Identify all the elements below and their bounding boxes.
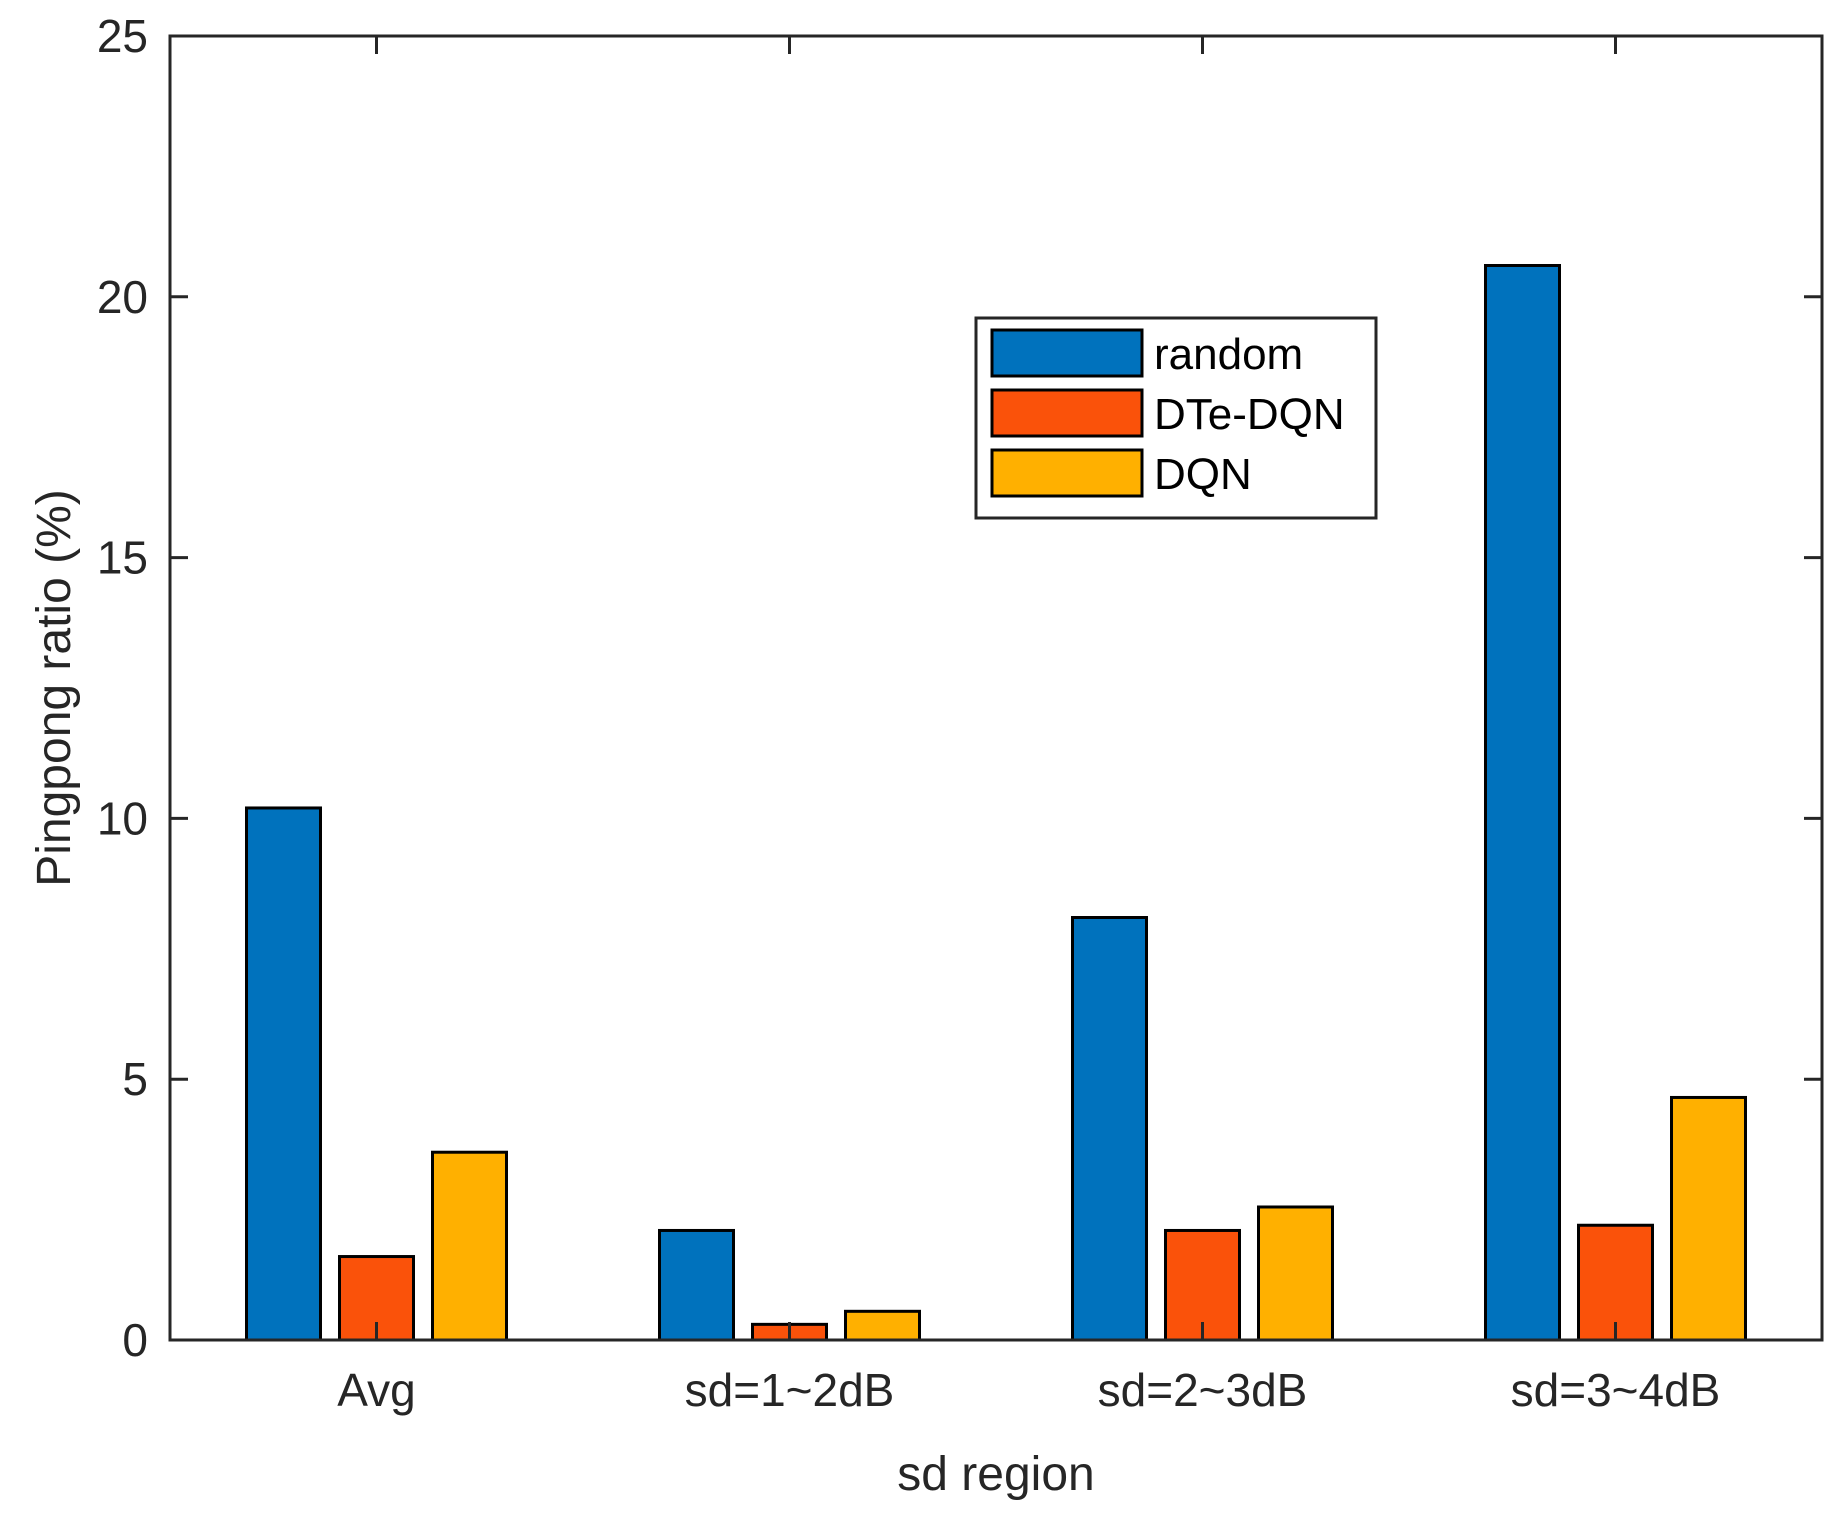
x-tick-label: Avg bbox=[337, 1364, 415, 1416]
legend-swatch-dte-dqn bbox=[990, 388, 1144, 438]
legend-swatch-dqn bbox=[990, 448, 1144, 498]
legend-label: DTe-DQN bbox=[1154, 390, 1345, 439]
bar-random-2 bbox=[658, 1228, 735, 1342]
y-tick-label: 25 bbox=[97, 10, 148, 62]
bar-dqn-4 bbox=[1670, 1095, 1747, 1342]
bar-dqn-1 bbox=[431, 1150, 508, 1342]
bar-random-1 bbox=[245, 806, 322, 1342]
legend-label: DQN bbox=[1154, 450, 1252, 499]
bar-dqn-3 bbox=[1257, 1205, 1334, 1342]
bar-dte-dqn-3 bbox=[1164, 1228, 1241, 1342]
y-tick-label: 20 bbox=[97, 271, 148, 323]
axes-box bbox=[168, 34, 1824, 1342]
x-tick-label: sd=2~3dB bbox=[1098, 1364, 1308, 1416]
bar-random-4 bbox=[1484, 264, 1561, 1342]
y-tick-label: 5 bbox=[122, 1053, 148, 1105]
bar-dqn-2 bbox=[844, 1309, 921, 1342]
y-tick-label: 10 bbox=[97, 792, 148, 844]
y-tick-label: 0 bbox=[122, 1314, 148, 1366]
legend: random DTe-DQN DQN bbox=[974, 316, 1378, 520]
bar-dte-dqn-4 bbox=[1577, 1223, 1654, 1342]
legend-swatch-random bbox=[990, 328, 1144, 378]
legend-label: random bbox=[1154, 330, 1303, 379]
y-axis-title: Pingpong ratio (%) bbox=[28, 489, 81, 887]
bar-random-3 bbox=[1071, 916, 1148, 1342]
x-tick-label: sd=3~4dB bbox=[1511, 1364, 1721, 1416]
y-tick-label: 15 bbox=[97, 532, 148, 584]
x-axis-title: sd region bbox=[897, 1448, 1094, 1501]
x-tick-label: sd=1~2dB bbox=[685, 1364, 895, 1416]
